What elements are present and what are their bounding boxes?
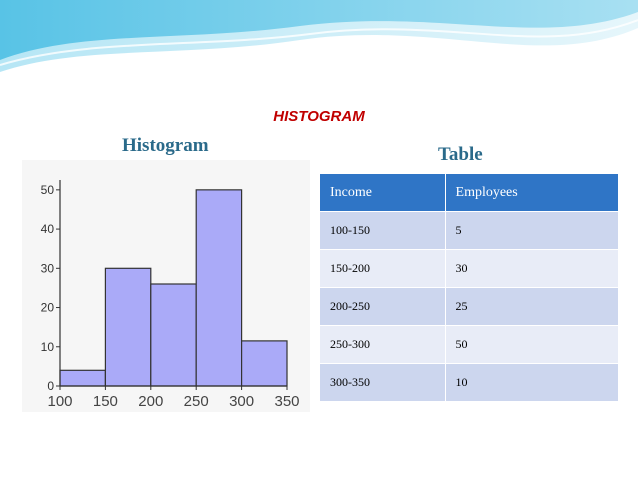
y-tick-label-30: 30 bbox=[41, 261, 55, 275]
x-tick-label-300: 300 bbox=[229, 393, 254, 410]
histogram-bar-200-250 bbox=[150, 283, 197, 387]
table-header-row: Income Employees bbox=[319, 173, 620, 212]
histogram-panel: 0 10 20 30 40 50 100 150 200 250 300 350 bbox=[22, 160, 310, 412]
histogram-bar-100-150 bbox=[59, 369, 107, 387]
histogram-bar-150-200 bbox=[104, 267, 152, 387]
table-heading: Table bbox=[438, 144, 483, 165]
employees-cell: 25 bbox=[444, 287, 620, 326]
employees-cell: 50 bbox=[444, 325, 620, 364]
table-row: 300-350 10 bbox=[319, 363, 620, 402]
y-tick-label-0: 0 bbox=[47, 379, 54, 393]
slide-title: HISTOGRAM bbox=[273, 108, 365, 125]
histogram-bar-300-350 bbox=[241, 340, 288, 387]
y-tick-label-40: 40 bbox=[41, 222, 55, 236]
income-cell: 250-300 bbox=[319, 325, 446, 364]
employees-cell: 5 bbox=[444, 211, 620, 250]
table-row: 150-200 30 bbox=[319, 249, 620, 288]
table-row: 100-150 5 bbox=[319, 211, 620, 250]
histogram-bar-250-300 bbox=[195, 189, 243, 387]
y-tick-label-50: 50 bbox=[41, 183, 55, 197]
x-tick-label-150: 150 bbox=[93, 393, 118, 410]
header-wave-decoration bbox=[0, 0, 638, 72]
y-tick-label-10: 10 bbox=[41, 340, 55, 354]
x-tick-label-200: 200 bbox=[138, 393, 163, 410]
x-tick-label-250: 250 bbox=[184, 393, 209, 410]
employees-cell: 30 bbox=[444, 249, 620, 288]
income-cell: 100-150 bbox=[319, 211, 446, 250]
table-row: 250-300 50 bbox=[319, 325, 620, 364]
histogram-heading: Histogram bbox=[122, 135, 209, 156]
header-income: Income bbox=[319, 173, 446, 212]
income-cell: 200-250 bbox=[319, 287, 446, 326]
y-tick-label-20: 20 bbox=[41, 301, 55, 315]
x-tick-label-350: 350 bbox=[274, 393, 299, 410]
histogram-chart: 0 10 20 30 40 50 100 150 200 250 300 350 bbox=[41, 180, 300, 410]
employees-cell: 10 bbox=[444, 363, 620, 402]
income-table: Income Employees 100-150 5 150-200 30 20… bbox=[319, 173, 620, 402]
header-employees: Employees bbox=[444, 173, 620, 212]
table-row: 200-250 25 bbox=[319, 287, 620, 326]
x-tick-label-100: 100 bbox=[47, 393, 72, 410]
income-cell: 150-200 bbox=[319, 249, 446, 288]
income-cell: 300-350 bbox=[319, 363, 446, 402]
